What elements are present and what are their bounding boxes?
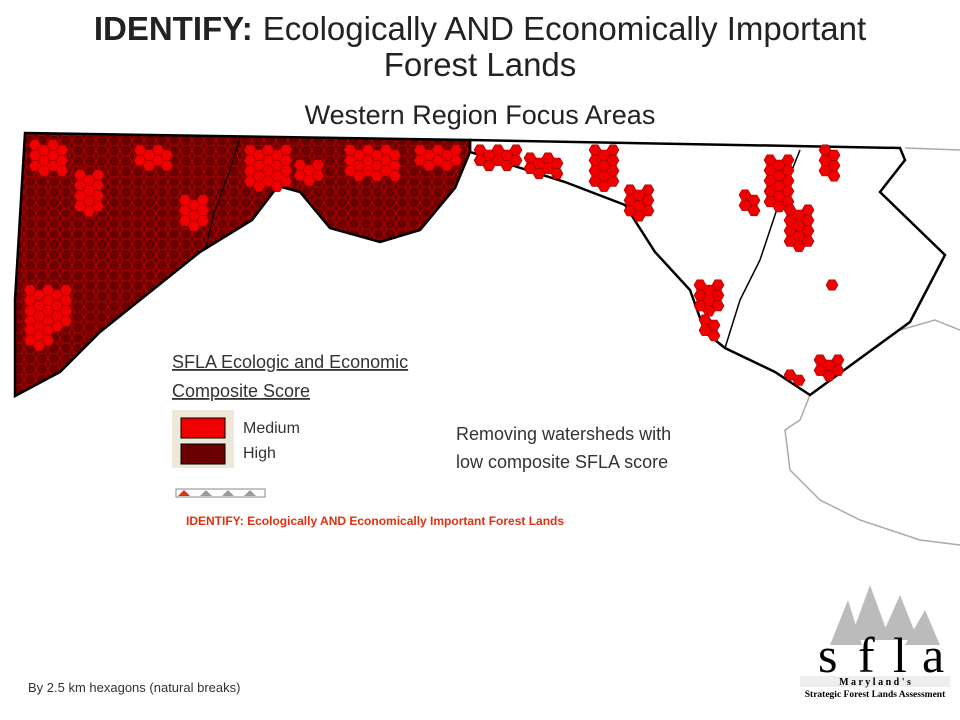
- logo-trees: [830, 585, 940, 645]
- hexagon: [279, 165, 293, 177]
- hexagon: [781, 185, 795, 197]
- hexagon: [449, 154, 463, 166]
- hexagon: [160, 160, 174, 172]
- hexagon: [781, 154, 795, 166]
- hexagon: [311, 169, 325, 181]
- hexagon: [59, 305, 73, 317]
- hexagon: [55, 155, 69, 167]
- hexagon: [641, 194, 655, 206]
- hexagon: [196, 204, 210, 216]
- hexagon: [55, 144, 69, 156]
- hexagon: [550, 168, 564, 180]
- hexagon: [781, 164, 795, 176]
- progress-track: [175, 488, 266, 498]
- hexagon: [59, 284, 73, 296]
- progress-label: IDENTIFY: Ecologically AND Economically …: [186, 514, 564, 528]
- hexagon: [388, 160, 402, 172]
- hexagon: [801, 204, 815, 216]
- title-lead: IDENTIFY:: [94, 10, 253, 47]
- hexagon: [606, 165, 620, 177]
- logo-letter: f: [858, 627, 875, 683]
- title-main-1: Ecologically AND Economically Important: [263, 10, 866, 47]
- logo-state: M a r y l a n d ' s: [839, 677, 911, 688]
- hexagon: [792, 374, 806, 386]
- note: low composite SFLA score: [456, 452, 668, 472]
- hexagon: [827, 149, 841, 161]
- hexagon: [509, 144, 523, 156]
- hexagon: [449, 144, 463, 156]
- county-border: [204, 137, 241, 251]
- legend-heading: SFLA Ecologic and Economic: [172, 352, 408, 372]
- hexagon: [747, 194, 761, 206]
- logo-tagline: Strategic Forest Lands Assessment: [805, 690, 946, 700]
- hexagon: [91, 169, 105, 181]
- hexagon: [41, 334, 55, 346]
- hexagon: [831, 364, 845, 376]
- hexagon: [606, 144, 620, 156]
- hexagon: [641, 184, 655, 196]
- hexagon-clusters: [23, 139, 845, 386]
- hexagon: [160, 149, 174, 161]
- hexagon: [606, 154, 620, 166]
- title-main-2: Forest Lands: [384, 46, 577, 83]
- map-region-east: [468, 138, 947, 397]
- note: Removing watersheds with: [456, 424, 671, 444]
- hexagon: [279, 144, 293, 156]
- hexagon: [801, 214, 815, 226]
- hexagon: [55, 165, 69, 177]
- state-border: [784, 147, 960, 546]
- legend-label: Medium: [243, 420, 300, 437]
- hexagon: [388, 170, 402, 182]
- hexagon: [41, 324, 55, 336]
- hexagon: [91, 190, 105, 202]
- hexagon: [707, 330, 721, 342]
- legend-swatch: [180, 417, 226, 439]
- hexagon: [827, 160, 841, 172]
- logo-letter: s: [818, 627, 837, 683]
- hexagon: [641, 205, 655, 217]
- hexagon: [827, 170, 841, 182]
- title: IDENTIFY: Ecologically AND Economically I…: [94, 10, 866, 83]
- logo: s f l a M a r y l a n d ' s Strategic Fo…: [800, 585, 950, 700]
- logo-letter: l: [893, 627, 907, 683]
- hexagon: [91, 179, 105, 191]
- hexagon: [279, 154, 293, 166]
- hexagon: [196, 194, 210, 206]
- progress-step-active: [178, 490, 190, 496]
- hexagon: [801, 225, 815, 237]
- hexagon: [711, 279, 725, 291]
- hexagon: [550, 157, 564, 169]
- hexagon: [311, 159, 325, 171]
- footnote: By 2.5 km hexagons (natural breaks): [28, 680, 240, 695]
- hexagon: [707, 319, 721, 331]
- hexagon: [388, 149, 402, 161]
- legend-heading: Composite Score: [172, 381, 310, 401]
- progress-indicator: [175, 488, 266, 498]
- hexagon: [509, 154, 523, 166]
- hexagon: [711, 289, 725, 301]
- hexagon: [825, 279, 839, 291]
- hexagon: [59, 294, 73, 306]
- logo-letter: a: [922, 627, 944, 683]
- hexagon: [59, 315, 73, 327]
- hexagon: [831, 354, 845, 366]
- logo-band: [800, 676, 950, 687]
- legend-label: High: [243, 445, 276, 462]
- hexagon: [801, 235, 815, 247]
- hexagon: [279, 175, 293, 187]
- hexagon: [606, 175, 620, 187]
- hexagon: [781, 175, 795, 187]
- hexagon: [196, 215, 210, 227]
- subtitle: Western Region Focus Areas: [305, 100, 656, 130]
- hexagon: [747, 205, 761, 217]
- hexagon: [711, 300, 725, 312]
- progress-step: [200, 490, 256, 496]
- hexagon: [91, 200, 105, 212]
- legend-swatch: [180, 443, 226, 465]
